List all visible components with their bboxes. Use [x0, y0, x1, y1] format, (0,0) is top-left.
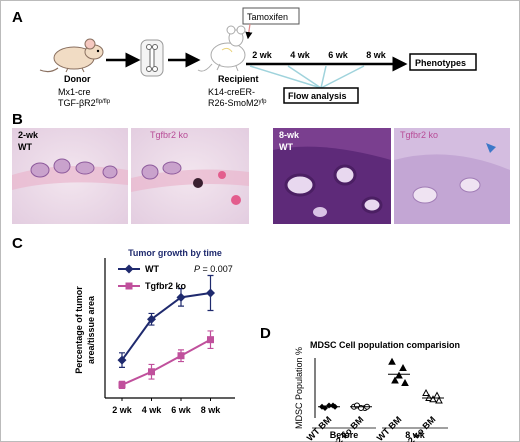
series-line — [121, 292, 211, 361]
time-label: 2-wk — [18, 130, 39, 140]
arrow — [245, 23, 253, 40]
marker — [147, 314, 156, 324]
marker — [125, 282, 133, 290]
bone-icon — [140, 39, 164, 77]
chart-title: MDSC Cell population comparision — [310, 340, 460, 350]
genotype-label: Tgfbr2 ko — [150, 130, 188, 140]
marker — [401, 378, 409, 386]
x-tick-label: 6 wk — [171, 405, 192, 415]
series-line — [121, 338, 211, 386]
marker — [118, 381, 126, 389]
y-axis-label: MDSC Population % — [294, 347, 304, 429]
panel-letter: A — [12, 9, 23, 26]
marker — [391, 376, 399, 384]
flow-link — [287, 65, 322, 89]
flow-label: Flow analysis — [288, 91, 347, 101]
marker — [429, 395, 437, 403]
marker — [422, 388, 430, 396]
genotype-label: Tgfbr2 ko — [400, 130, 438, 140]
marker — [124, 264, 134, 274]
marker — [117, 355, 127, 365]
recipient-mouse — [197, 25, 246, 72]
timepoint-label: 6 wk — [328, 50, 349, 60]
panel-letter: D — [260, 325, 271, 342]
marker — [399, 363, 407, 371]
legend-label: Tgfbr2 ko — [145, 281, 187, 291]
phenotypes-label: Phenotypes — [415, 58, 466, 68]
group-label: 8 wk — [405, 430, 426, 440]
x-tick-label: 2 wk — [112, 405, 133, 415]
marker — [395, 371, 403, 379]
x-tick-label: 8 wk — [201, 405, 222, 415]
genotype: TGF-βR2 — [58, 98, 96, 108]
genotype: R26-SmoM2 — [208, 98, 259, 108]
legend-label: WT — [145, 264, 159, 274]
timepoint-label: 4 wk — [290, 50, 311, 60]
marker — [388, 357, 396, 365]
donor-genotype: TGF-βR2flp/flp — [58, 98, 111, 108]
time-label: 8-wk — [279, 130, 300, 140]
chart-title: Tumor growth by time — [128, 248, 222, 258]
phenotypes-box — [409, 53, 477, 71]
marker — [148, 368, 155, 376]
flow-link — [320, 65, 327, 89]
donor-label: Donor — [64, 74, 91, 84]
marker — [176, 292, 186, 302]
marker — [177, 352, 185, 360]
genotype-label: WT — [279, 142, 293, 152]
genotype-label: WT — [18, 142, 32, 152]
y-axis-label: area/tissue area — [86, 295, 96, 364]
flow-box — [283, 87, 359, 104]
tamoxifen-label: Tamoxifen — [247, 12, 288, 22]
donor-genotype: Mx1-cre — [58, 87, 91, 97]
histology-images — [12, 128, 510, 224]
tamoxifen-box — [242, 7, 300, 25]
timepoint-label: 2 wk — [252, 50, 273, 60]
group-label: Before — [330, 430, 359, 440]
marker — [207, 336, 214, 344]
flow-link — [320, 65, 365, 89]
recipient-genotype: R26-SmoM2yfp — [208, 98, 267, 108]
recipient-label: Recipient — [218, 74, 259, 84]
x-tick-label: 4 wk — [142, 405, 163, 415]
annotation-p: P — [194, 264, 200, 274]
annotation-value: = 0.007 — [200, 264, 233, 274]
y-axis-label: Percentage of tumor — [74, 286, 84, 374]
timepoint-label: 8 wk — [366, 50, 387, 60]
panel-letter: B — [12, 111, 23, 128]
panel-letter: C — [12, 235, 23, 252]
annotation: P = 0.007 — [194, 264, 233, 274]
flow-link — [249, 65, 322, 89]
marker — [435, 396, 443, 404]
superscript: flp/flp — [96, 99, 111, 105]
recipient-genotype: K14-creER- — [208, 87, 255, 97]
superscript: yfp — [259, 99, 268, 105]
donor-mouse — [39, 38, 104, 73]
marker — [206, 288, 215, 298]
